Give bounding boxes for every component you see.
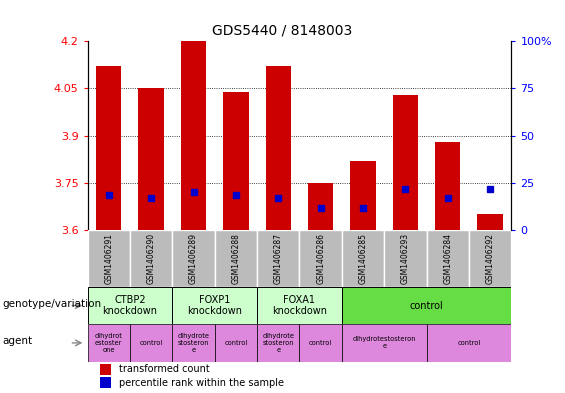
- Bar: [101, 377, 111, 388]
- Bar: [96, 66, 121, 230]
- Text: FOXA1
knockdown: FOXA1 knockdown: [272, 295, 327, 316]
- Bar: [130, 324, 172, 362]
- Text: GSM1406287: GSM1406287: [274, 233, 282, 284]
- Text: control: control: [140, 340, 163, 346]
- Bar: [172, 324, 215, 362]
- Bar: [223, 92, 249, 230]
- Bar: [384, 230, 427, 287]
- Text: GSM1406290: GSM1406290: [147, 233, 155, 284]
- Bar: [308, 183, 333, 230]
- Text: genotype/variation: genotype/variation: [3, 299, 102, 309]
- Bar: [215, 324, 257, 362]
- Text: percentile rank within the sample: percentile rank within the sample: [119, 378, 284, 388]
- Text: GSM1406284: GSM1406284: [444, 233, 452, 284]
- Text: GSM1406285: GSM1406285: [359, 233, 367, 284]
- Bar: [257, 230, 299, 287]
- Bar: [88, 287, 172, 324]
- Text: GSM1406292: GSM1406292: [486, 233, 494, 284]
- Text: control: control: [457, 340, 481, 346]
- Text: transformed count: transformed count: [119, 364, 210, 374]
- Text: CTBP2
knockdown: CTBP2 knockdown: [102, 295, 158, 316]
- Text: FOXP1
knockdown: FOXP1 knockdown: [187, 295, 242, 316]
- Text: GSM1406288: GSM1406288: [232, 233, 240, 284]
- Bar: [257, 287, 342, 324]
- Text: GSM1406293: GSM1406293: [401, 233, 410, 284]
- Text: control: control: [410, 301, 444, 310]
- Text: agent: agent: [3, 336, 33, 346]
- Text: dihydrot
estoster
one: dihydrot estoster one: [95, 333, 123, 353]
- Text: dihydrote
stosteron
e: dihydrote stosteron e: [262, 333, 294, 353]
- Text: GDS5440 / 8148003: GDS5440 / 8148003: [212, 23, 353, 37]
- Bar: [427, 324, 511, 362]
- Text: dihydrotestosteron
e: dihydrotestosteron e: [353, 336, 416, 349]
- Bar: [88, 324, 130, 362]
- Bar: [138, 88, 164, 230]
- Text: GSM1406286: GSM1406286: [316, 233, 325, 284]
- Bar: [427, 230, 469, 287]
- Bar: [257, 324, 299, 362]
- Bar: [181, 41, 206, 230]
- Bar: [130, 230, 172, 287]
- Bar: [350, 161, 376, 230]
- Text: GSM1406289: GSM1406289: [189, 233, 198, 284]
- Text: control: control: [309, 340, 332, 346]
- Text: GSM1406291: GSM1406291: [105, 233, 113, 284]
- Bar: [101, 364, 111, 375]
- Bar: [172, 287, 257, 324]
- Bar: [299, 230, 342, 287]
- Bar: [342, 324, 427, 362]
- Bar: [342, 230, 384, 287]
- Text: dihydrote
stosteron
e: dihydrote stosteron e: [177, 333, 210, 353]
- Bar: [299, 324, 342, 362]
- Bar: [88, 230, 130, 287]
- Bar: [477, 214, 503, 230]
- Bar: [266, 66, 291, 230]
- Bar: [469, 230, 511, 287]
- Bar: [342, 287, 511, 324]
- Bar: [435, 142, 460, 230]
- Bar: [215, 230, 257, 287]
- Bar: [393, 95, 418, 230]
- Text: control: control: [224, 340, 247, 346]
- Bar: [172, 230, 215, 287]
